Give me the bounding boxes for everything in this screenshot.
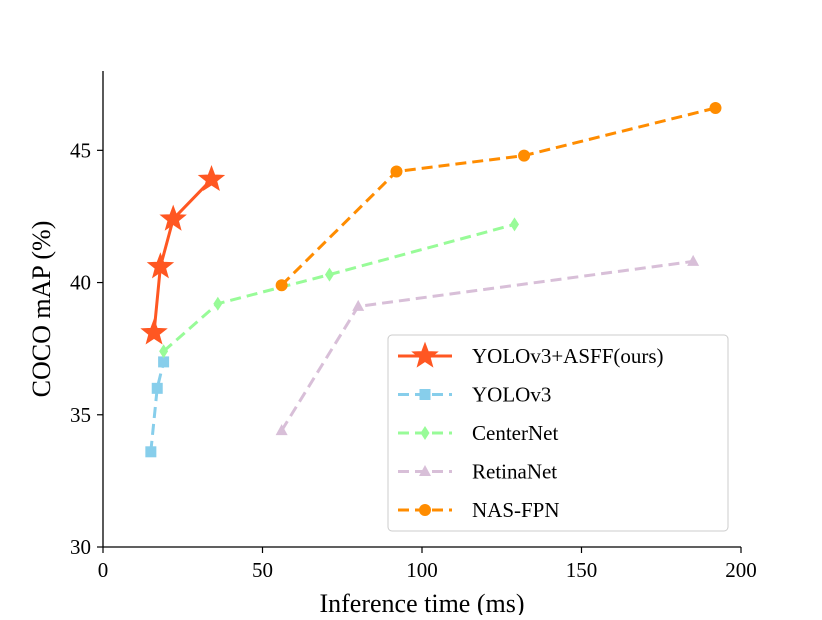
centernet-line bbox=[162, 222, 515, 353]
yolov3-asff-ours-point bbox=[140, 318, 168, 345]
nas-fpn-point bbox=[275, 279, 288, 292]
legend-yolov3-asff-ours-label: YOLOv3+ASFF(ours) bbox=[472, 344, 664, 368]
legend-retinanet-marker bbox=[419, 465, 431, 476]
legend-centernet-marker bbox=[420, 426, 430, 440]
legend-frame bbox=[387, 334, 729, 532]
nas-fpn-point bbox=[518, 149, 531, 162]
x-tick-label: 100 bbox=[406, 558, 438, 582]
yolov3-point bbox=[145, 446, 157, 458]
centernet-point bbox=[510, 217, 520, 232]
yolov3-line bbox=[149, 361, 166, 452]
centernet-point bbox=[213, 296, 223, 311]
x-tick-label: 150 bbox=[566, 558, 598, 582]
legend-yolov3-marker bbox=[419, 389, 431, 400]
legend-nas-fpn-marker bbox=[419, 504, 431, 516]
legend-retinanet-label: RetinaNet bbox=[472, 460, 557, 484]
legend-yolov3-asff-ours-marker bbox=[411, 341, 439, 368]
retinanet-point bbox=[687, 254, 700, 266]
y-axis-label: COCO mAP (%) bbox=[27, 221, 56, 398]
y-tick-label: 40 bbox=[70, 271, 91, 295]
x-axis-label: Inference time (ms) bbox=[319, 589, 524, 615]
x-tick-label: 0 bbox=[98, 558, 109, 582]
nas-fpn-point bbox=[709, 102, 722, 115]
yolov3-point bbox=[158, 356, 170, 368]
x-tick-label: 50 bbox=[252, 558, 273, 582]
plot-markers bbox=[140, 102, 722, 458]
y-tick-label: 35 bbox=[70, 403, 91, 427]
y-tick-label: 45 bbox=[70, 138, 91, 162]
centernet-point bbox=[159, 344, 169, 359]
x-tick-label: 200 bbox=[725, 558, 757, 582]
yolov3-point bbox=[151, 382, 163, 394]
nas-fpn-point bbox=[390, 165, 403, 178]
nas-fpn-line bbox=[280, 106, 716, 287]
yolov3-asff-ours-line bbox=[152, 178, 213, 333]
y-tick-label: 30 bbox=[70, 535, 91, 559]
ticks: 0 50 100 150 200 30 35 40 45 bbox=[70, 138, 757, 582]
retinanet-point bbox=[275, 424, 288, 436]
legend: YOLOv3+ASFF(ours) YOLOv3 CenterNet RetinaNe… bbox=[387, 334, 729, 532]
legend-yolov3-label: YOLOv3 bbox=[472, 383, 551, 407]
yolov3-asff-ours-point bbox=[159, 204, 187, 231]
yolov3-asff-ours-point bbox=[197, 164, 226, 192]
legend-centernet-label: CenterNet bbox=[472, 421, 558, 445]
retinanet-point bbox=[352, 299, 365, 311]
legend-nas-fpn-label: NAS-FPN bbox=[472, 498, 560, 522]
yolov3-asff-ours-point bbox=[146, 252, 175, 279]
centernet-point bbox=[324, 267, 334, 282]
